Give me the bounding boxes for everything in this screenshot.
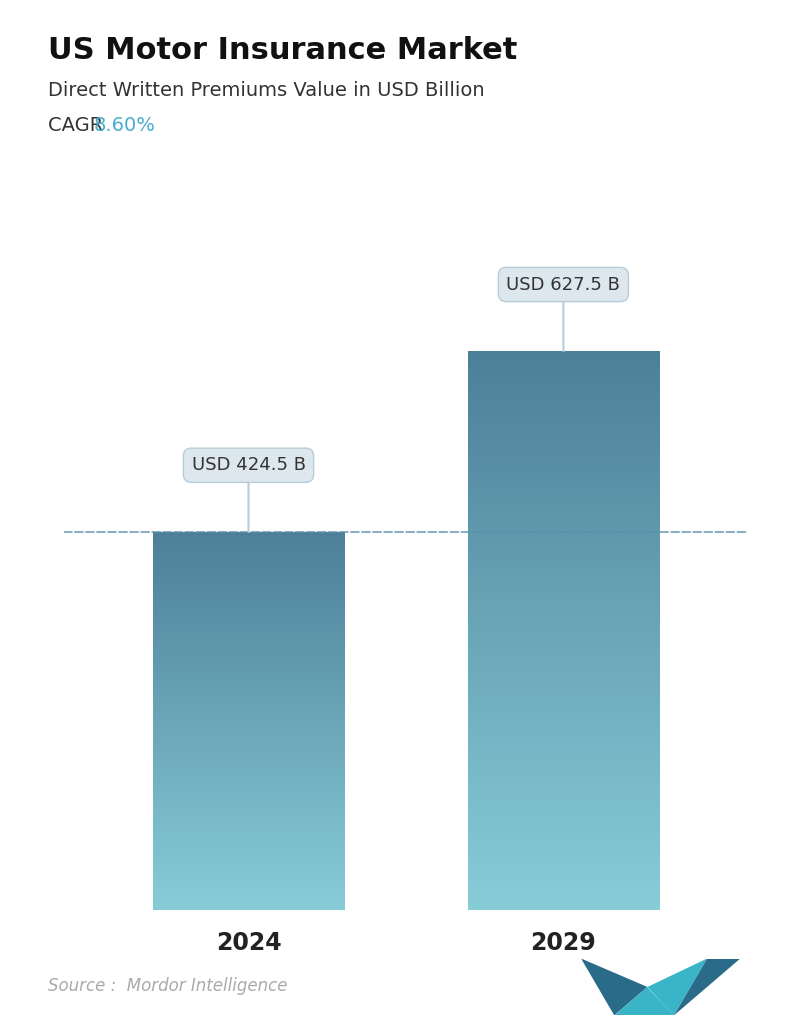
- Polygon shape: [581, 959, 647, 1015]
- Text: CAGR: CAGR: [48, 116, 109, 134]
- Polygon shape: [647, 959, 707, 1015]
- Polygon shape: [674, 959, 740, 1015]
- Text: 8.60%: 8.60%: [93, 116, 155, 134]
- Text: US Motor Insurance Market: US Motor Insurance Market: [48, 36, 517, 65]
- Polygon shape: [647, 986, 674, 1015]
- Text: USD 424.5 B: USD 424.5 B: [192, 456, 306, 531]
- Text: USD 627.5 B: USD 627.5 B: [506, 275, 620, 352]
- Text: Source :  Mordor Intelligence: Source : Mordor Intelligence: [48, 977, 287, 995]
- Polygon shape: [615, 986, 647, 1015]
- Text: Direct Written Premiums Value in USD Billion: Direct Written Premiums Value in USD Bil…: [48, 81, 485, 99]
